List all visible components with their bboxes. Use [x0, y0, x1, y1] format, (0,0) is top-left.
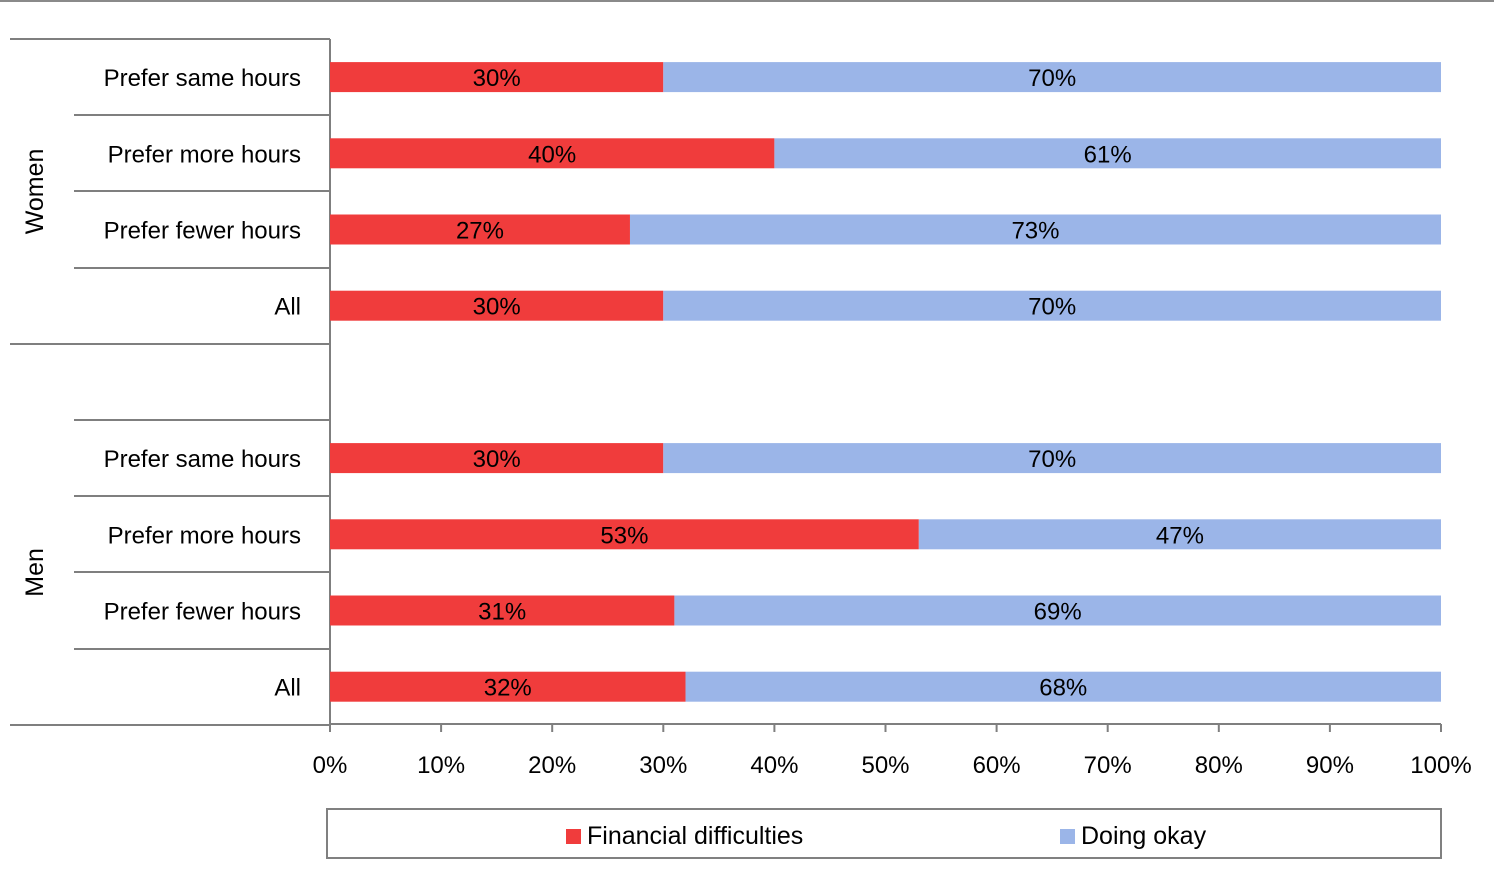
x-tick-label: 50%	[861, 752, 909, 779]
category-label: Prefer same hours	[104, 446, 301, 473]
bar-value-label: 30%	[473, 446, 521, 473]
category-label: All	[274, 294, 301, 321]
x-axis: 0% 10% 20% 30% 40% 50% 60% 70% 80% 90% 100%	[313, 723, 1472, 779]
bar-financial-difficulties	[330, 62, 664, 93]
bar-doing-okay	[663, 62, 1441, 93]
x-tick-label: 70%	[1084, 752, 1132, 779]
bar-value-label: 47%	[1156, 522, 1204, 549]
bar-doing-okay	[663, 443, 1441, 474]
x-tick-label: 30%	[639, 752, 687, 779]
bar-doing-okay	[674, 595, 1441, 626]
bar-financial-difficulties	[330, 214, 630, 245]
bar-value-label: 70%	[1028, 294, 1076, 321]
bar-value-label: 31%	[478, 599, 526, 626]
bar-value-label: 40%	[528, 141, 576, 168]
x-tick-label: 60%	[973, 752, 1021, 779]
x-tick-label: 10%	[417, 752, 465, 779]
bar-doing-okay	[663, 290, 1441, 321]
bar-value-label: 70%	[1028, 65, 1076, 92]
bar-financial-difficulties	[330, 595, 675, 626]
bar-value-label: 73%	[1011, 218, 1059, 245]
group-label-women: Women	[21, 149, 49, 235]
bar-value-label: 70%	[1028, 446, 1076, 473]
category-label: All	[274, 675, 301, 702]
legend-swatch-doing-okay	[1060, 829, 1075, 844]
category-labels: Prefer same hours Prefer more hours Prefer…	[104, 65, 301, 702]
bar-doing-okay	[774, 138, 1441, 169]
legend-label-doing-okay: Doing okay	[1081, 822, 1207, 850]
x-tick-label: 80%	[1195, 752, 1243, 779]
x-tick-label: 20%	[528, 752, 576, 779]
bar-value-label: 30%	[473, 65, 521, 92]
bar-value-label: 27%	[456, 218, 504, 245]
bar-financial-difficulties	[330, 519, 919, 550]
bar-financial-difficulties	[330, 443, 664, 474]
legend: Financial difficulties Doing okay	[326, 808, 1442, 859]
bar-series	[330, 62, 1441, 702]
group-label-men: Men	[21, 548, 49, 597]
category-label: Prefer more hours	[108, 522, 301, 549]
bar-doing-okay	[685, 671, 1441, 702]
bar-value-label: 61%	[1084, 141, 1132, 168]
legend-swatch-financial-difficulties	[566, 829, 581, 844]
category-label: Prefer fewer hours	[104, 599, 301, 626]
bar-value-label: 30%	[473, 294, 521, 321]
category-label: Prefer same hours	[104, 65, 301, 92]
bar-doing-okay	[629, 214, 1441, 245]
bar-financial-difficulties	[330, 671, 686, 702]
group-labels: Women Men	[21, 149, 49, 597]
bar-financial-difficulties	[330, 290, 664, 321]
legend-label-financial-difficulties: Financial difficulties	[587, 822, 804, 850]
bar-value-label: 53%	[600, 522, 648, 549]
bar-value-label: 32%	[484, 675, 532, 702]
category-label: Prefer more hours	[108, 141, 301, 168]
bar-value-label: 68%	[1039, 675, 1087, 702]
bar-financial-difficulties	[330, 138, 775, 169]
bar-doing-okay	[918, 519, 1441, 550]
bar-data-labels: 30% 70% 40% 61% 27% 73% 30% 70% 30% 70% 53% 47% 31% 6…	[456, 65, 1204, 702]
legend-item-financial-difficulties: Financial difficulties	[566, 822, 803, 851]
x-tick-label: 40%	[750, 752, 798, 779]
x-tick-label: 0%	[313, 752, 348, 779]
x-tick-label: 100%	[1410, 752, 1471, 779]
legend-item-doing-okay: Doing okay	[1060, 822, 1206, 851]
category-label: Prefer fewer hours	[104, 218, 301, 245]
bar-value-label: 69%	[1034, 599, 1082, 626]
x-tick-label: 90%	[1306, 752, 1354, 779]
